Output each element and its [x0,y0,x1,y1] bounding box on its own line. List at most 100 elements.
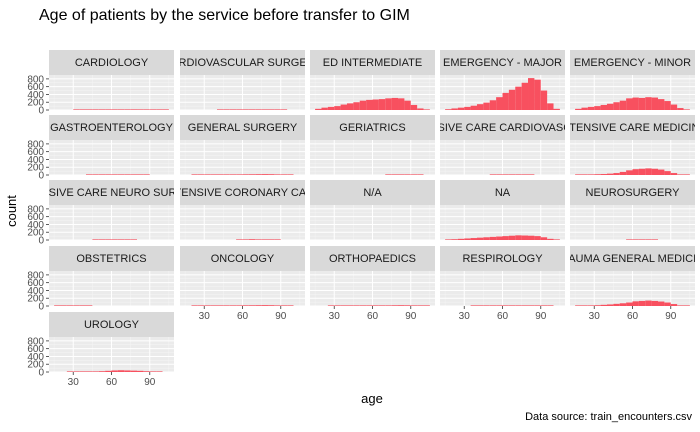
histogram-bar [248,109,256,110]
facet-strip [310,180,435,205]
histogram-bar [98,239,106,240]
facet-label: UROLOGY [84,319,140,331]
histogram-bar [327,106,335,110]
histogram-bar [404,174,411,175]
histogram-bar [470,238,477,240]
histogram-bar [137,174,144,175]
y-tick-label: 600 [27,82,44,93]
facet-plot-area [570,205,695,241]
histogram-bar [85,305,93,306]
histogram-bar [670,304,678,306]
facet-strip [180,180,305,205]
facet-plot-area [440,75,565,111]
histogram-bar [664,101,671,110]
histogram-bar [130,370,138,372]
facet-strip [570,180,695,205]
y-tick-label: 200 [27,294,44,305]
x-tick-label: 60 [367,311,379,322]
y-tick-label: 400 [27,286,44,297]
histogram-bar [508,235,516,240]
histogram-bar [124,239,131,240]
histogram-bar [464,106,471,110]
x-tick-label: 30 [68,377,80,388]
facet-strip [440,50,565,75]
histogram-bar [287,174,294,175]
histogram-bar [105,109,112,110]
histogram-bar [600,104,607,110]
histogram-bar [66,371,74,372]
histogram-bar [677,108,684,110]
histogram-bar [85,109,93,110]
histogram-bar [626,170,633,175]
histogram-bar [476,237,484,240]
histogram-bar [327,305,335,306]
histogram-bar [191,305,198,306]
histogram-bar [111,174,118,175]
facet-plot-area: 30 60 90 [570,271,695,322]
histogram-bar [359,305,367,306]
histogram-bar [528,78,535,110]
facet-strip [49,246,174,271]
facet-strip [310,115,435,140]
facet-panel: ONCOLOGY 30 60 90 [180,246,305,322]
histogram-bar [268,109,275,110]
histogram-bar [534,236,541,240]
histogram-bar [98,371,106,372]
facet-label: ED INTERMEDIATE [323,57,422,69]
histogram-bar [677,174,684,175]
histogram-bar [626,302,633,306]
histogram-bar [410,174,418,175]
histogram-bar [423,305,430,306]
histogram-bar [489,174,497,175]
histogram-bar [261,305,269,306]
facet-panel: CARDIOVASCULAR SURGERY [180,50,305,111]
x-tick-label: 90 [405,311,417,322]
facet-label: GENERAL SURGERY [188,122,298,134]
facet-label: CARDIOLOGY [75,57,149,69]
histogram-bar [366,99,373,110]
y-tick-label: 600 [27,344,44,355]
facet-strip [49,115,174,140]
histogram-bar [594,174,601,175]
histogram-bar [664,171,671,175]
histogram-bar [268,174,275,175]
x-tick-label: 90 [144,377,156,388]
histogram-bar [521,82,529,110]
data-source-caption: Data source: train_encounters.csv [525,411,692,423]
facet-panel: ORTHOPAEDICS 30 60 90 [310,246,435,322]
histogram-bar [353,305,360,306]
histogram-bar [528,174,535,175]
facet-strip [49,50,174,75]
histogram-bar [391,305,399,306]
histogram-bar [143,109,150,110]
histogram-bar [581,305,588,306]
facet-strip [180,115,305,140]
facet-label: TRAUMA GENERAL MEDICINE [554,253,700,265]
facet-plot-area: 30 60 90 [310,271,435,322]
histogram-bar [334,305,341,306]
histogram-bar [378,99,386,110]
histogram-bar [98,174,106,175]
histogram-bar [645,97,652,110]
facet-panel: INTENSIVE CARE NEURO SURGERY 020040060080… [27,180,174,247]
histogram-bar [162,109,169,110]
histogram-bar [385,305,392,306]
histogram-bar [255,305,262,306]
histogram-bar [521,235,529,240]
histogram-bar [619,171,627,175]
histogram-bar [606,304,614,306]
histogram-bar [105,370,112,372]
histogram-bar [683,109,690,110]
y-tick-label: 200 [27,360,44,371]
facet-panel: GENERAL SURGERY [180,115,305,176]
histogram-bar [587,174,595,175]
histogram-bar [85,174,93,175]
facet-strip [570,246,695,271]
facet-panel: EMERGENCY - MINOR [570,50,695,111]
facet-label: EMERGENCY - MINOR [574,57,691,69]
histogram-bar [619,303,627,306]
y-tick-label: 800 [27,74,44,85]
histogram-bar [248,305,256,306]
histogram-bar [587,106,595,110]
